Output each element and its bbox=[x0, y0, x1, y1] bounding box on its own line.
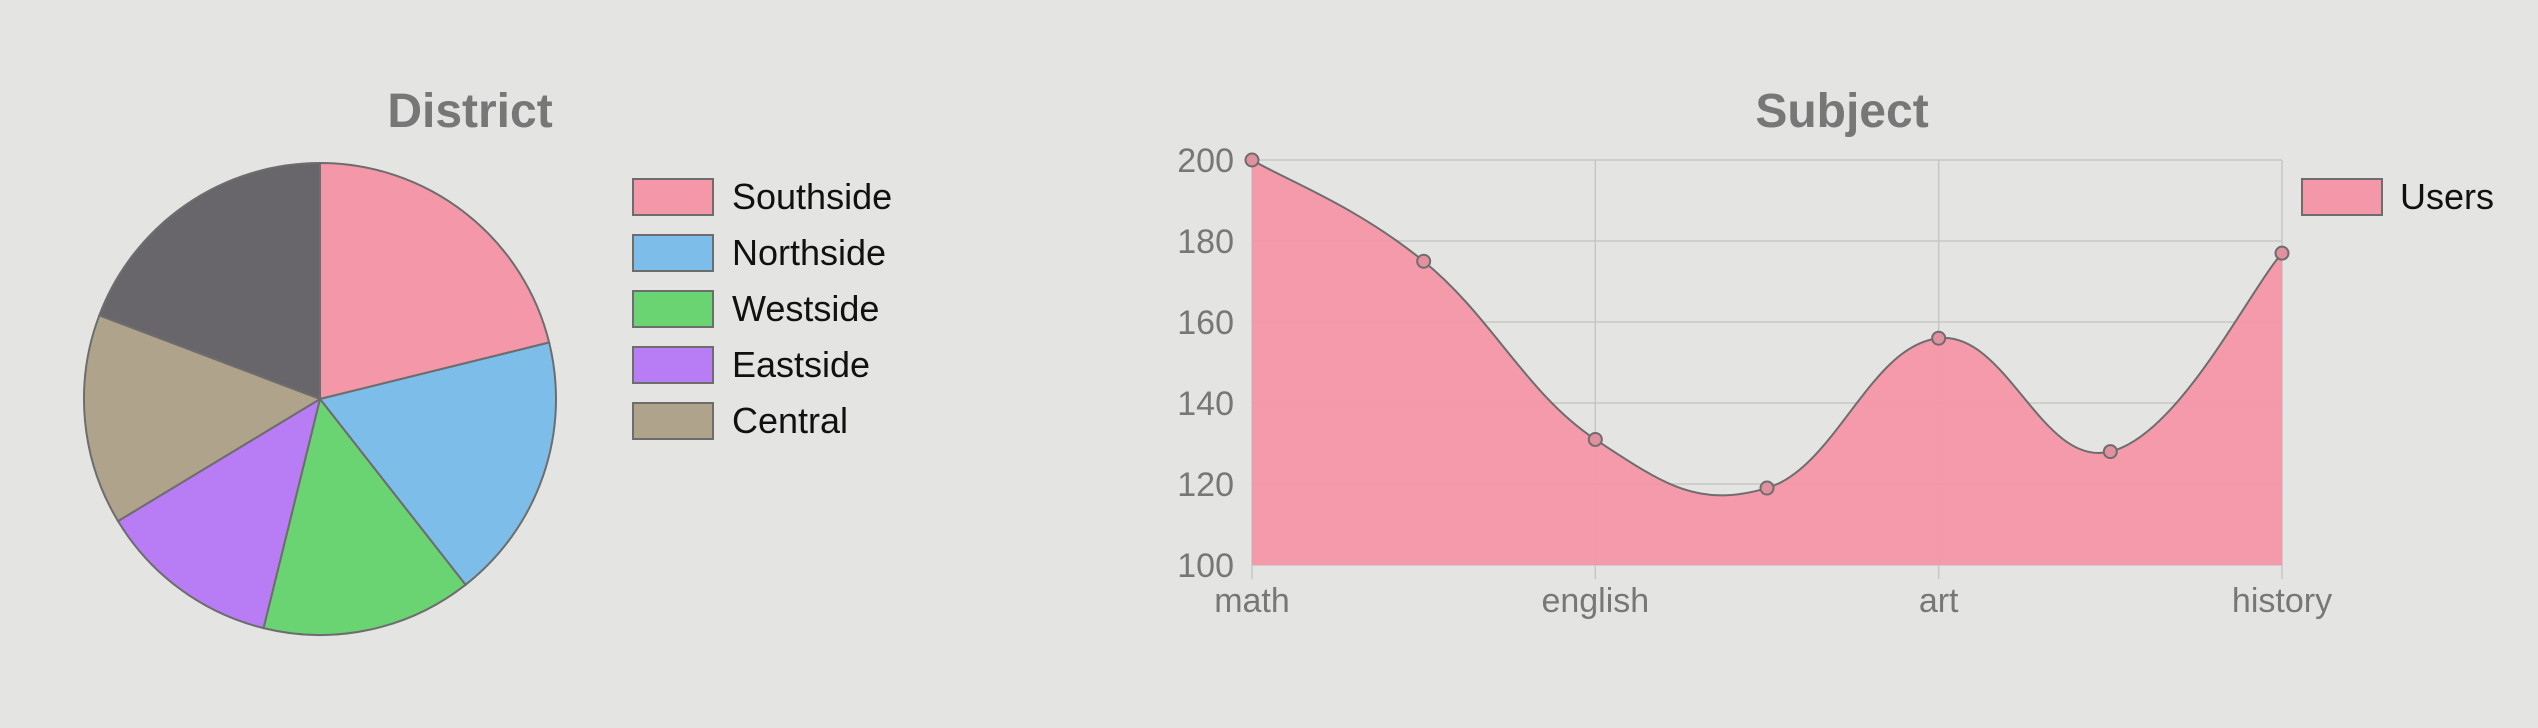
legend-swatch-southside bbox=[632, 178, 714, 216]
y-tick-140: 140 bbox=[1177, 385, 1234, 423]
legend-swatch-northside bbox=[632, 234, 714, 272]
area-legend: Users bbox=[2301, 176, 2494, 217]
legend-label-westside: Westside bbox=[732, 288, 879, 329]
users-point-6 bbox=[2102, 444, 2118, 460]
district-chart-title: District bbox=[387, 85, 552, 138]
users-area-fill bbox=[1252, 160, 2282, 565]
users-point-7 bbox=[2274, 245, 2290, 261]
pie-slice-6 bbox=[98, 161, 321, 401]
y-tick-180: 180 bbox=[1177, 223, 1234, 261]
y-tick-100: 100 bbox=[1177, 547, 1234, 585]
subject-area-chart: Subject 100 120 140 160 180 200 math english art… bbox=[1177, 85, 2494, 620]
users-point-1 bbox=[1244, 152, 1260, 168]
legend-swatch-eastside bbox=[632, 346, 714, 384]
users-point-3 bbox=[1587, 431, 1603, 447]
legend-swatch-users bbox=[2301, 178, 2383, 216]
users-point-5 bbox=[1931, 330, 1947, 346]
legend-swatch-central bbox=[632, 402, 714, 440]
pie-slice-southside bbox=[319, 161, 551, 401]
users-point-2 bbox=[1416, 253, 1432, 269]
x-tick-art: art bbox=[1919, 582, 1959, 620]
users-point-4 bbox=[1759, 480, 1775, 496]
subject-chart-title: Subject bbox=[1755, 85, 1928, 138]
x-tick-history: history bbox=[2232, 582, 2332, 620]
legend-label-southside: Southside bbox=[732, 176, 892, 217]
y-tick-160: 160 bbox=[1177, 304, 1234, 342]
district-pie-chart: District Southside Northside Westside Easts… bbox=[83, 85, 892, 636]
pie-slices bbox=[83, 161, 557, 636]
y-tick-200: 200 bbox=[1177, 142, 1234, 180]
pie-slice-eastside bbox=[116, 396, 322, 630]
legend-label-northside: Northside bbox=[732, 232, 886, 273]
pie-slice-central bbox=[83, 314, 323, 523]
legend-label-central: Central bbox=[732, 400, 848, 441]
x-tick-math: math bbox=[1214, 582, 1290, 620]
y-tick-120: 120 bbox=[1177, 466, 1234, 504]
pie-legend: Southside Northside Westside Eastside Centra… bbox=[632, 176, 892, 441]
legend-label-eastside: Eastside bbox=[732, 344, 870, 385]
pie-slice-westside bbox=[262, 396, 467, 636]
legend-label-users: Users bbox=[2400, 176, 2494, 217]
x-tick-english: english bbox=[1541, 582, 1649, 620]
axis-ticks: 100 120 140 160 180 200 math english art history bbox=[1177, 142, 2332, 620]
legend-swatch-westside bbox=[632, 290, 714, 328]
pie-slice-northside bbox=[318, 341, 557, 587]
users-series bbox=[1244, 152, 2290, 565]
